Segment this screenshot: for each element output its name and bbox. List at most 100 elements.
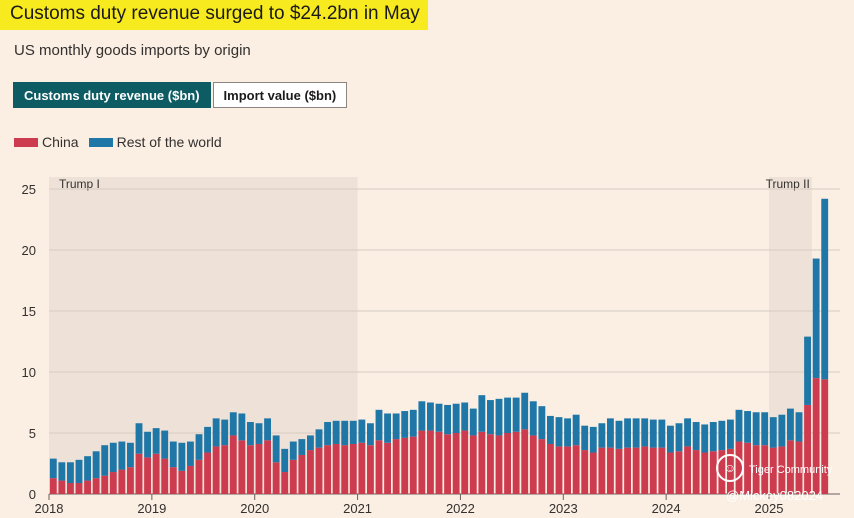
bar-china xyxy=(127,467,134,494)
bar-rest-of-world xyxy=(598,423,606,448)
bar-china xyxy=(709,451,717,494)
bar-china xyxy=(487,434,494,494)
bar-china xyxy=(821,379,829,494)
bar-rest-of-world xyxy=(135,423,143,454)
bar-rest-of-world xyxy=(649,419,657,448)
period-shade xyxy=(49,177,358,494)
bar-rest-of-world xyxy=(272,435,280,463)
bar-rest-of-world xyxy=(564,418,571,447)
bar-china xyxy=(67,483,74,494)
bar-china xyxy=(504,433,511,494)
x-tick-label: 2019 xyxy=(137,501,166,516)
bar-rest-of-world xyxy=(67,462,74,484)
bar-rest-of-world xyxy=(469,408,477,436)
bar-rest-of-world xyxy=(238,413,246,441)
bar-china xyxy=(469,435,477,494)
bar-china xyxy=(324,445,331,494)
bar-china xyxy=(307,450,314,494)
bar-rest-of-world xyxy=(212,418,220,447)
bar-china xyxy=(118,469,126,494)
x-tick-label: 2020 xyxy=(240,501,269,516)
bar-rest-of-world xyxy=(204,426,211,453)
bar-rest-of-world xyxy=(75,459,83,484)
bar-china xyxy=(538,439,546,494)
bar-rest-of-world xyxy=(727,419,734,449)
bar-rest-of-world xyxy=(349,420,357,444)
bar-rest-of-world xyxy=(684,418,691,447)
bar-rest-of-world xyxy=(375,409,383,441)
bar-china xyxy=(109,472,117,494)
bar-rest-of-world xyxy=(195,434,203,460)
bar-rest-of-world xyxy=(127,442,134,468)
bar-rest-of-world xyxy=(49,458,57,479)
x-tick-label: 2023 xyxy=(549,501,578,516)
bar-china xyxy=(692,450,700,494)
bar-rest-of-world xyxy=(289,441,297,460)
y-tick-label: 15 xyxy=(22,304,36,319)
bar-rest-of-world xyxy=(101,445,109,476)
y-tick-label: 20 xyxy=(22,243,36,258)
x-tick-label: 2024 xyxy=(652,501,681,516)
bar-china xyxy=(58,480,66,494)
bar-rest-of-world xyxy=(452,403,460,433)
bar-rest-of-world xyxy=(58,462,66,481)
bar-china xyxy=(349,443,357,494)
bar-rest-of-world xyxy=(161,430,169,459)
bar-rest-of-world xyxy=(84,456,91,481)
bar-china xyxy=(195,459,203,494)
bar-china xyxy=(607,447,614,494)
bar-rest-of-world xyxy=(769,417,777,448)
bar-china xyxy=(358,442,366,494)
bar-china xyxy=(247,445,254,494)
legend: China Rest of the world xyxy=(14,134,232,150)
bar-rest-of-world xyxy=(795,412,803,442)
bar-rest-of-world xyxy=(701,424,709,453)
bar-china xyxy=(701,452,709,494)
bar-rest-of-world xyxy=(812,258,820,379)
bar-rest-of-world xyxy=(735,409,743,442)
bar-rest-of-world xyxy=(169,441,177,468)
tab-import-value[interactable]: Import value ($bn) xyxy=(212,82,348,108)
bar-rest-of-world xyxy=(255,423,263,444)
x-tick-label: 2022 xyxy=(446,501,475,516)
bar-rest-of-world xyxy=(281,448,289,473)
chart-subtitle: US monthly goods imports by origin xyxy=(14,42,251,59)
legend-item-china: China xyxy=(14,134,79,150)
tab-customs-duty-revenue[interactable]: Customs duty revenue ($bn) xyxy=(13,82,211,108)
bar-china xyxy=(281,472,289,494)
bar-rest-of-world xyxy=(229,412,237,436)
y-tick-label: 5 xyxy=(29,426,36,441)
bar-china xyxy=(392,439,400,494)
x-tick-label: 2018 xyxy=(35,501,64,516)
bar-china xyxy=(315,447,323,494)
bar-china xyxy=(204,452,211,494)
bar-china xyxy=(589,452,597,494)
bar-china xyxy=(75,483,83,494)
bar-china xyxy=(161,458,169,494)
bar-rest-of-world xyxy=(744,411,751,443)
bar-rest-of-world xyxy=(92,451,100,479)
bar-china xyxy=(178,470,186,494)
bar-rest-of-world xyxy=(418,401,426,431)
bar-rest-of-world xyxy=(752,412,760,446)
bar-china xyxy=(332,443,340,494)
bar-rest-of-world xyxy=(787,408,794,441)
bar-china xyxy=(367,445,374,494)
period-label: Trump I xyxy=(59,177,100,191)
bar-rest-of-world xyxy=(427,402,434,431)
bar-china xyxy=(769,447,777,494)
x-tick-label: 2025 xyxy=(755,501,784,516)
bar-china xyxy=(229,435,237,494)
bar-china xyxy=(461,430,469,494)
bar-rest-of-world xyxy=(589,426,597,453)
bar-china xyxy=(435,431,443,494)
bar-rest-of-world xyxy=(298,439,306,455)
bar-rest-of-world xyxy=(529,401,537,436)
watermark-brand: Tiger Community xyxy=(749,464,833,476)
bar-china xyxy=(632,447,640,494)
bar-china xyxy=(212,446,220,494)
title-highlight: Customs duty revenue surged to $24.2bn i… xyxy=(0,0,428,30)
chart-title: Customs duty revenue surged to $24.2bn i… xyxy=(10,3,420,24)
bar-rest-of-world xyxy=(692,422,700,451)
bar-rest-of-world xyxy=(247,422,254,446)
